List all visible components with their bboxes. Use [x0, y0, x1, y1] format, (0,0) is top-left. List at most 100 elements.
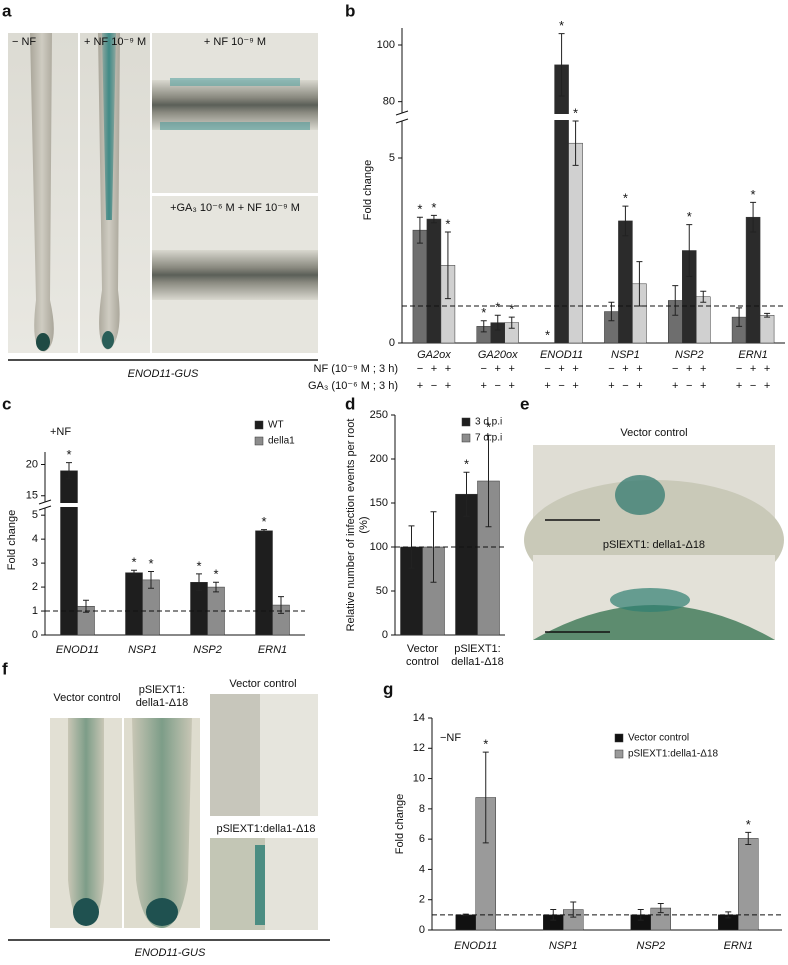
error-bar [764, 312, 771, 318]
y-tick-label: 12 [413, 742, 425, 754]
axis-break [39, 503, 305, 507]
y-tick-label: 4 [32, 533, 38, 545]
panel-e-images: e Vector control pSlEXT1: della1-Δ18 [520, 394, 784, 640]
significance: * [445, 216, 450, 231]
bar [255, 530, 273, 636]
treatment-sign: − [608, 363, 614, 375]
significance: * [751, 187, 756, 202]
x-tick-label: NSP2 [193, 644, 222, 656]
treatment-sign: + [636, 380, 642, 392]
y-axis-label: Fold change [394, 794, 406, 855]
annotation: −NF [440, 732, 461, 744]
axis-break [396, 114, 785, 120]
treatment-sign: + [672, 380, 678, 392]
significance: * [481, 305, 486, 320]
significance: * [545, 327, 550, 342]
break-mark [395, 110, 409, 116]
x-tick-label: ENOD11 [56, 644, 99, 656]
x-tick-label: ENOD11 [540, 349, 583, 361]
y-tick-label: 4 [419, 863, 425, 875]
y-tick-label: 2 [419, 894, 425, 906]
treatment-sign: − [417, 363, 423, 375]
y-axis-label: Fold change [6, 510, 18, 571]
y-tick-label: 2 [32, 581, 38, 593]
panel-letter: g [383, 679, 393, 698]
bar [60, 470, 78, 636]
bar [125, 572, 143, 636]
error-bar [700, 290, 707, 303]
y-tick-label: 100 [370, 541, 388, 553]
y-tick-label: 10 [413, 772, 425, 784]
y-tick-label: 20 [26, 458, 38, 470]
panel-letter: a [2, 1, 12, 20]
y-tick-label: 0 [32, 629, 38, 641]
root [30, 33, 54, 352]
legend-swatch [614, 749, 624, 759]
treatment-sign: + [750, 363, 756, 375]
error-bar [261, 529, 267, 533]
y-tick-label: 0 [389, 337, 395, 349]
y-tick-label: 200 [370, 453, 388, 465]
treatment-sign: + [700, 380, 706, 392]
error-bar [430, 214, 437, 224]
treatment-sign: + [636, 363, 642, 375]
gus-stain [610, 588, 690, 612]
significance: * [261, 514, 266, 529]
x-tick-label: ERN1 [258, 644, 287, 656]
x-tick-label: GA2ox [417, 349, 451, 361]
error-bar [444, 231, 451, 300]
error-bar [463, 471, 470, 517]
error-bar [494, 314, 501, 331]
root [210, 694, 260, 816]
significance: * [746, 817, 751, 832]
bar [696, 296, 711, 344]
error-bar [66, 462, 72, 480]
error-bar [482, 751, 489, 844]
treatment-sign: + [764, 363, 770, 375]
image-label: + NF 10⁻⁹ M [204, 36, 266, 48]
treatment-sign: + [481, 380, 487, 392]
error-bar [196, 573, 202, 592]
error-bar [672, 285, 679, 316]
treatment-sign: + [445, 380, 451, 392]
treatment-sign: + [509, 380, 515, 392]
legend-swatch [461, 417, 471, 427]
y-tick-label: 0 [419, 924, 425, 936]
bar [745, 216, 761, 344]
root [132, 718, 192, 928]
treatment-sign: + [572, 380, 578, 392]
treatment-sign: − [750, 380, 756, 392]
x-tick-label-box: pSlEXT1: della1-Δ18 [451, 643, 504, 668]
gus-stain [255, 845, 265, 925]
y-tick-label: 15 [26, 490, 38, 502]
x-tick-label: NSP2 [636, 940, 665, 952]
error-bar [736, 307, 743, 327]
y-tick-label: 100 [377, 39, 395, 51]
bar [455, 914, 476, 931]
treatment-sign: + [622, 363, 628, 375]
legend-label: 3 d.p.i [475, 417, 502, 428]
y-tick-label: 5 [32, 509, 38, 521]
x-tick-label: ERN1 [738, 349, 767, 361]
error-bar [213, 581, 219, 593]
significance: * [573, 105, 578, 120]
significance: * [623, 191, 628, 206]
root-tip [146, 898, 178, 926]
bar [412, 229, 428, 344]
legend-swatch [461, 433, 471, 443]
panel-letter: b [345, 1, 355, 20]
root-tip [102, 331, 114, 349]
treatment-sign: − [495, 380, 501, 392]
error-bar [572, 120, 579, 166]
image-label: pSlEXT1:della1-Δ18 [216, 823, 315, 835]
panel-letter: d [345, 394, 355, 413]
significance: * [486, 420, 491, 435]
significance: * [509, 302, 514, 317]
y-tick-label: 8 [419, 803, 425, 815]
error-bar [83, 599, 89, 613]
caption: ENOD11-GUS [128, 368, 199, 380]
annotation: +NF [50, 426, 71, 438]
panel-a-images: a − NF + NF 10⁻⁹ M + NF 10⁻⁹ M +GA₃ 10⁻⁶… [2, 1, 318, 380]
error-bar [622, 205, 629, 237]
